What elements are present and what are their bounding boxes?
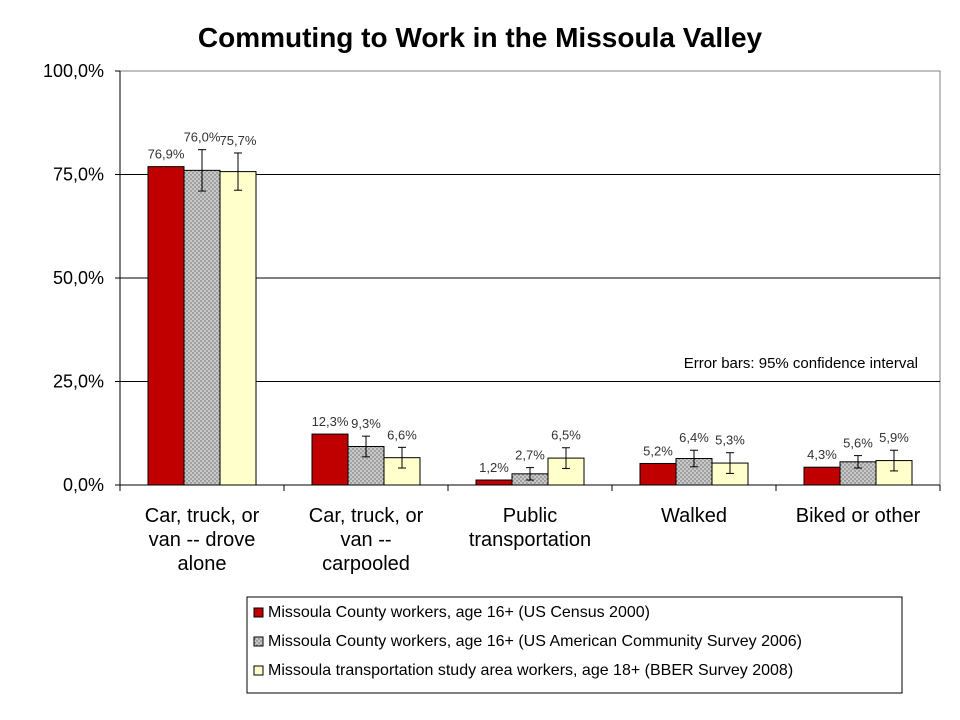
bar [803,466,841,486]
bar [639,462,677,486]
y-tick-label: 25,0% [53,372,104,392]
data-label: 6,5% [551,428,581,443]
data-label: 5,9% [879,430,909,445]
data-label: 75,7% [220,133,257,148]
legend-label: Missoula County workers, age 16+ (US Cen… [268,604,650,621]
legend-box [246,596,903,694]
legend: Missoula County workers, age 16+ (US Cen… [246,596,903,694]
data-label: 6,6% [387,427,417,442]
y-tick-label: 75,0% [53,165,104,185]
data-label: 76,0% [184,130,221,145]
x-tick-label: Walked [661,505,727,527]
x-tick-label: Public transportation [469,505,591,551]
legend-swatch [253,636,264,647]
bar [475,479,513,486]
bar [183,169,221,486]
data-label: 5,3% [715,433,745,448]
y-tick-label: 0,0% [63,475,104,495]
chart-title: Commuting to Work in the Missoula Valley [198,22,763,53]
data-label: 12,3% [312,414,349,429]
x-tick-label: Car, truck, or van -- drove alone [145,505,260,575]
data-label: 5,6% [843,436,873,451]
y-tick-label: 100,0% [43,61,104,81]
data-label: 76,9% [148,147,185,162]
legend-swatch [253,607,264,618]
x-tick-label: Car, truck, or van --carpooled [309,505,424,575]
y-tick-label: 50,0% [53,268,104,288]
data-label: 2,7% [515,448,545,463]
bar [311,433,349,486]
data-label: 1,2% [479,460,509,475]
legend-label: Missoula transportation study area worke… [268,662,793,679]
x-tick-label: Biked or other [796,505,921,527]
error-bar-note: Error bars: 95% confidence interval [684,355,918,372]
data-label: 9,3% [351,416,381,431]
bar [147,166,185,486]
data-label: 5,2% [643,443,673,458]
data-label: 6,4% [679,430,709,445]
bar [219,171,257,486]
legend-label: Missoula County workers, age 16+ (US Ame… [268,633,802,650]
data-label: 4,3% [807,447,837,462]
legend-swatch [253,665,264,676]
